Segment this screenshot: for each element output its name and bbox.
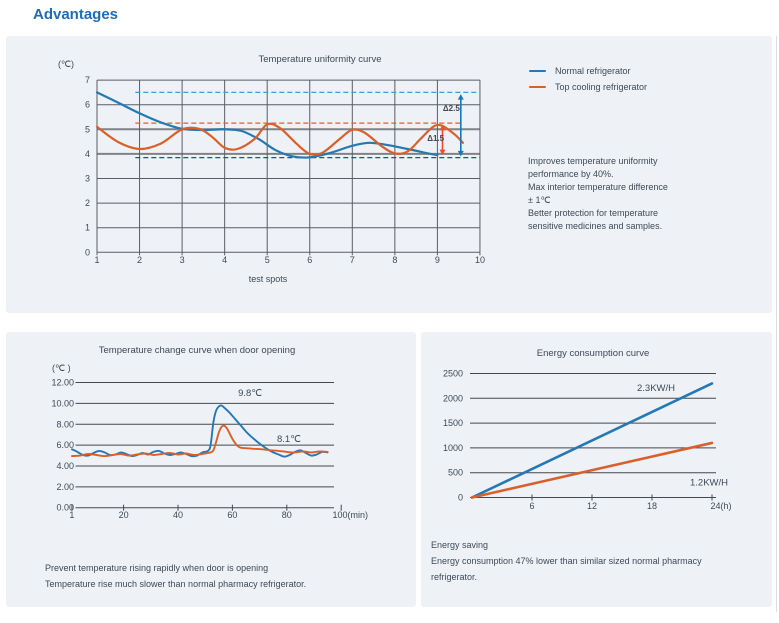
y-tick-label: 7 — [85, 75, 90, 85]
arrow-head-up — [457, 94, 464, 100]
x-tick-label: 9 — [435, 255, 440, 265]
series-top-cooling-refrigerator — [95, 122, 464, 156]
text-line: performance by 40%. — [528, 169, 614, 179]
chart-title: Temperature uniformity curve — [258, 54, 381, 65]
top-cooling-refrigerator-line-swatch — [529, 86, 546, 88]
y-tick-label: 3 — [85, 174, 90, 184]
legend-label: Top cooling refrigerator — [555, 82, 648, 92]
panel-door-opening — [6, 332, 416, 607]
text-line: Temperature rise much slower than normal… — [45, 578, 307, 589]
text-line: refrigerator. — [431, 572, 478, 582]
y-tick-label: 0 — [85, 247, 90, 257]
y-tick-label: 2500 — [443, 369, 463, 379]
arrow-head-down — [439, 149, 446, 156]
x-tick-label: 60 — [227, 510, 237, 520]
x-tick-label: 80 — [282, 510, 292, 520]
y-tick-label: 5 — [85, 124, 90, 134]
x-tick-label: 100(min) — [332, 510, 368, 520]
panel-temperature-uniformity — [6, 36, 772, 313]
y-tick-label: 4 — [85, 149, 90, 159]
uniformity-note: Improves temperature uniformity performan… — [528, 155, 773, 233]
y-tick-label: 2 — [85, 198, 90, 208]
series-normal-refrigerator — [470, 382, 714, 499]
energy-consumption-chart: 0 500 1000 1500 2000 2500 6 12 18 24(h) Energy con… — [443, 348, 732, 511]
x-tick-label: 40 — [173, 510, 183, 520]
annotation: 9.8℃ — [238, 388, 262, 399]
y-tick-label: 6 — [85, 100, 90, 110]
text-line: Max interior temperature difference — [528, 182, 668, 192]
chart-title: Temperature change curve when door openi… — [99, 345, 295, 356]
y-tick-label: 1 — [85, 223, 90, 233]
chart-title: Energy consumption curve — [537, 348, 649, 359]
x-tick-label: 12 — [587, 501, 597, 511]
section-right-border — [776, 36, 777, 612]
y-tick-label: 6.00 — [56, 440, 74, 450]
x-tick-label: 20 — [119, 510, 129, 520]
y-tick-label: 500 — [448, 468, 463, 478]
y-tick-label: 10.00 — [51, 398, 74, 408]
page-title: Advantages — [33, 6, 119, 23]
x-tick-label: 18 — [647, 501, 657, 511]
x-tick-label: 7 — [350, 255, 355, 265]
y-axis-unit: (℃) — [58, 59, 74, 69]
annotation: 1.2KW/H — [690, 477, 728, 488]
y-axis-unit: (℃ ) — [52, 363, 71, 373]
x-tick-label: 1 — [94, 255, 99, 265]
y-tick-label: 12.00 — [51, 378, 74, 388]
door-opening-caption: Prevent temperature rising rapidly when … — [45, 561, 306, 592]
text-line: Better protection for temperature — [528, 208, 659, 218]
x-tick-label: 8 — [392, 255, 397, 265]
y-tick-label: 0 — [458, 493, 463, 503]
grid — [96, 79, 481, 256]
grid — [71, 382, 342, 511]
y-tick-label: 2000 — [443, 393, 463, 403]
series-top-cooling-refrigerator — [70, 424, 329, 458]
text-line: Prevent temperature rising rapidly when … — [45, 563, 269, 573]
text-line: Energy saving — [431, 540, 489, 550]
x-tick-label: 3 — [180, 255, 185, 265]
y-tick-label: 1000 — [443, 443, 463, 453]
y-tick-label: 4.00 — [56, 461, 74, 471]
annotation: Δ2.5 — [443, 104, 460, 113]
chart-legend: Normal refrigerator Top cooling refriger… — [529, 63, 647, 95]
y-tick-label: 8.00 — [56, 419, 74, 429]
legend-label: Normal refrigerator — [555, 66, 631, 76]
arrow-head-down — [457, 150, 464, 157]
x-tick-label: 2 — [137, 255, 142, 265]
series-normal-refrigerator — [70, 404, 329, 458]
x-axis-label: test spots — [249, 274, 288, 284]
x-tick-label: 10 — [475, 255, 485, 265]
text-line: ± 1℃ — [528, 195, 551, 205]
text-line: sensitive medicines and samples. — [528, 221, 663, 231]
legend-item-normal: Normal refrigerator — [529, 63, 647, 79]
x-tick-label: 6 — [529, 501, 534, 511]
annotation: 2.3KW/H — [637, 383, 675, 394]
x-tick-label: 5 — [265, 255, 270, 265]
y-tick-label: 0.00 — [56, 503, 74, 513]
annotation: 8.1℃ — [277, 434, 301, 445]
y-tick-label: 1500 — [443, 418, 463, 428]
annotation: Δ1.5 — [427, 134, 444, 143]
text-line: Improves temperature uniformity — [528, 156, 658, 166]
arrow-head-up — [439, 124, 446, 131]
x-tick-label: 24(h) — [710, 501, 731, 511]
series-normal-refrigerator — [95, 91, 439, 159]
legend-item-top-cooling: Top cooling refrigerator — [529, 79, 647, 95]
x-tick-label: 1 — [69, 510, 74, 520]
x-tick-label: 4 — [222, 255, 227, 265]
normal-refrigerator-line-swatch — [529, 70, 546, 72]
y-tick-label: 2.00 — [56, 482, 74, 492]
energy-saving-caption: Energy saving Energy consumption 47% lowe… — [431, 537, 771, 585]
grid — [470, 373, 716, 501]
delta-arrow — [439, 124, 446, 156]
delta-arrow — [457, 94, 464, 157]
series-top-cooling-refrigerator — [470, 441, 714, 499]
x-tick-label: 6 — [307, 255, 312, 265]
door-opening-chart: 0.00 2.00 4.00 6.00 8.00 10.00 12.00 1 20 40 60 80 1… — [51, 345, 368, 520]
text-line: Energy consumption 47% lower than simila… — [431, 556, 702, 566]
